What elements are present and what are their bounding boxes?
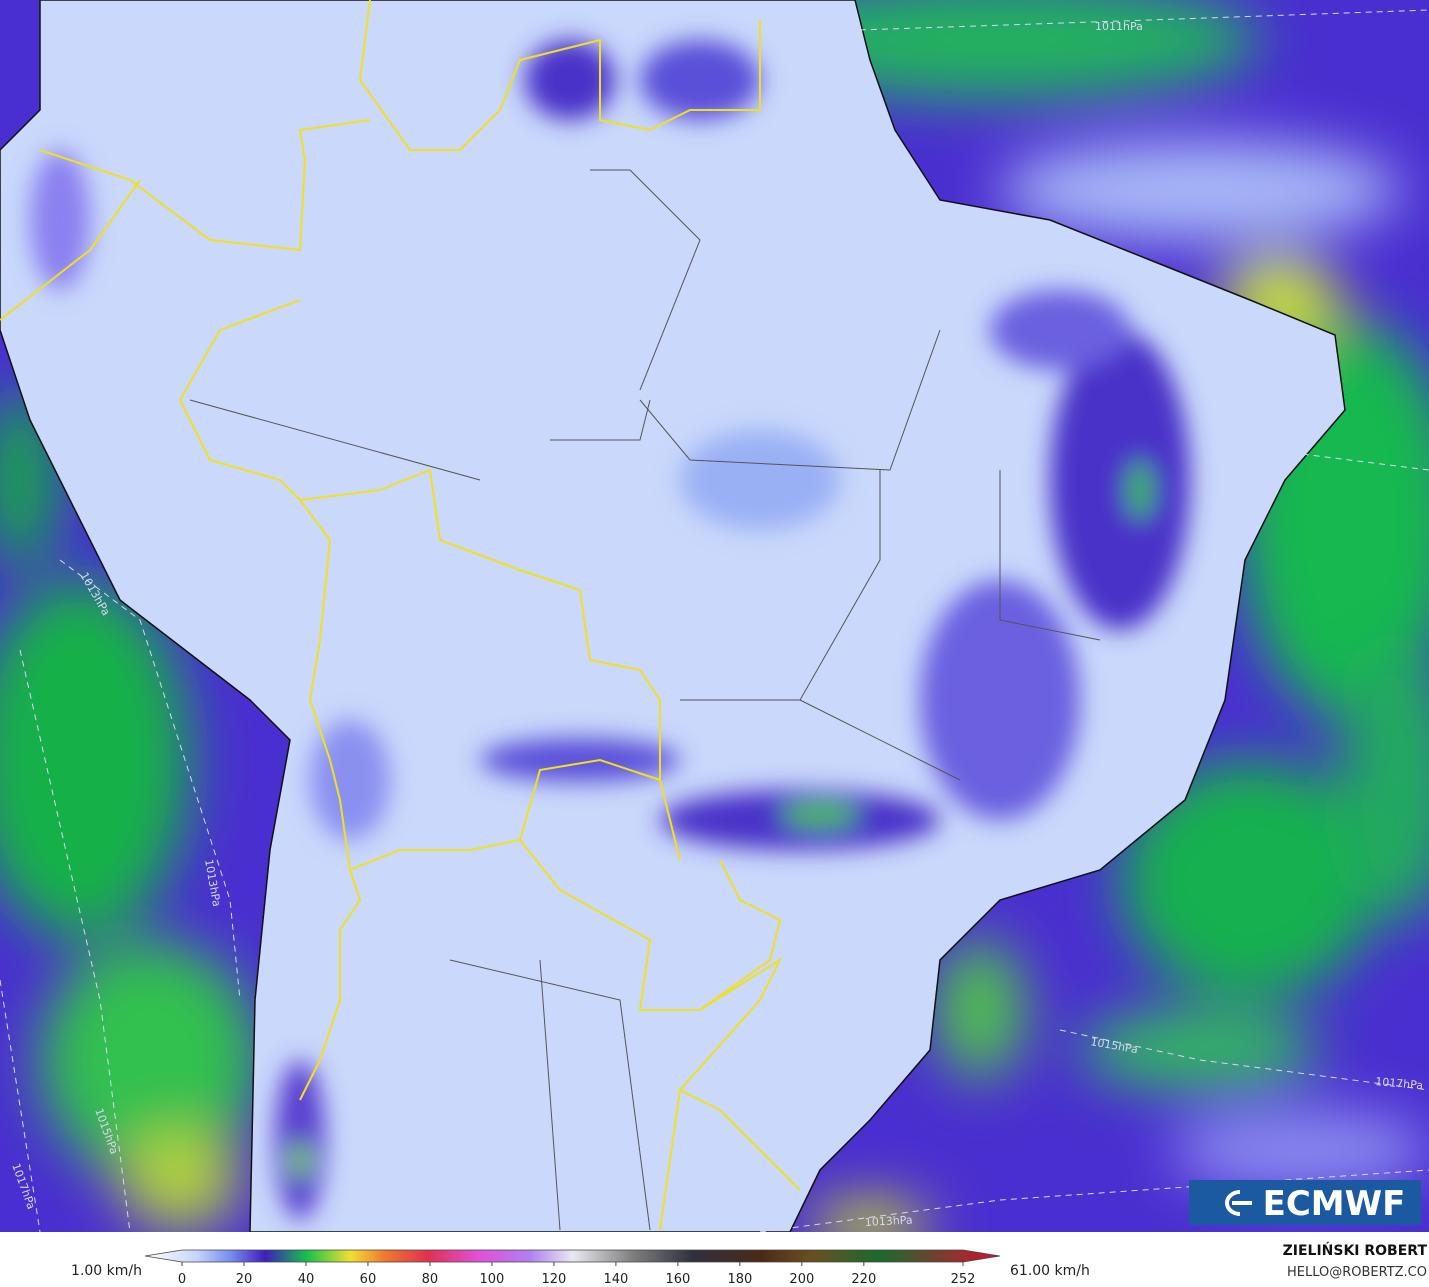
max-label: 61.00 km/h: [1010, 1263, 1090, 1279]
logo-text: ECMWF: [1263, 1184, 1406, 1224]
colorbar-tick-label: 180: [727, 1272, 752, 1287]
state-borders: [189, 169, 1101, 1231]
colorbar-tick-label: 60: [360, 1272, 377, 1287]
colorbar-tick-label: 20: [236, 1272, 253, 1287]
legend: 1.00 km/h 61.00 km/h 0 20 40 60 80 100 120 140 1…: [71, 1249, 1090, 1287]
isobar-label: 1013hPa: [864, 1214, 912, 1229]
logo-mark: [1225, 1190, 1252, 1216]
min-label: 1.00 km/h: [71, 1263, 142, 1279]
map-area: 1011hPa1013hPa1013hPa1015hPa1017hPa1015h…: [0, 0, 1429, 1232]
colorbar-tick-label: 140: [603, 1272, 628, 1287]
colorbar-tick-label: 200: [789, 1272, 814, 1287]
colorbar: [144, 1249, 1001, 1263]
colorbar-tick-label: 120: [541, 1272, 566, 1287]
colorbar-tick-label: 80: [422, 1272, 439, 1287]
country-borders: [0, 0, 801, 1231]
credit-name: ZIELIŃSKI ROBERT: [1283, 1241, 1428, 1259]
colorbar-tick-label: 100: [480, 1272, 505, 1287]
colorbar-tick-label: 0: [178, 1272, 186, 1287]
colorbar-tick-label: 252: [951, 1272, 976, 1287]
colorbar-tick-label: 40: [298, 1272, 315, 1287]
credit-email: HELLO@ROBERTZ.CO: [1287, 1265, 1427, 1280]
colorbar-tick-label: 220: [851, 1272, 876, 1287]
colorbar-tick-label: 160: [665, 1272, 690, 1287]
isobar-label: 1011hPa: [1095, 20, 1143, 33]
isobar-label: 1017hPa: [1375, 1075, 1424, 1092]
